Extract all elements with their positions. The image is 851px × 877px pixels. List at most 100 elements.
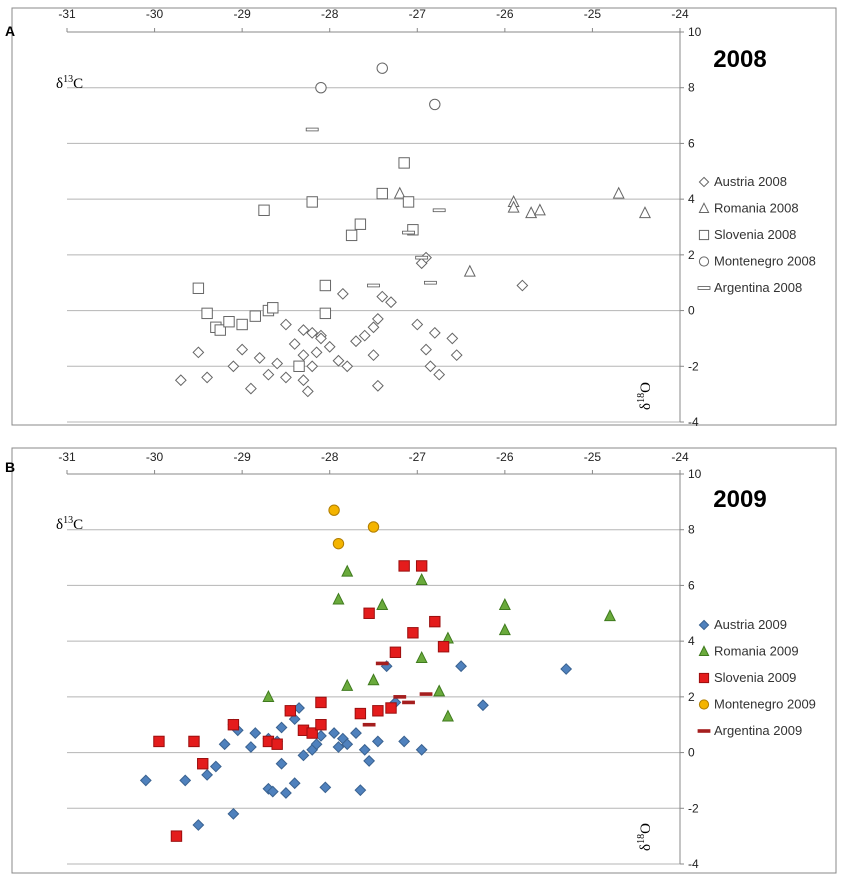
data-point (275, 757, 288, 770)
data-point (415, 572, 428, 585)
data-point (341, 738, 354, 751)
data-point (288, 713, 301, 726)
data-point (253, 352, 266, 364)
data-point (367, 349, 380, 362)
legend-marker (698, 176, 710, 188)
data-point (477, 699, 489, 712)
data-point (280, 371, 292, 384)
series-argentina-2009 (362, 661, 433, 727)
legend-marker (698, 699, 710, 710)
legend-label: Argentina 2009 (714, 723, 802, 738)
data-point (297, 324, 310, 336)
legend-label: Austria 2009 (714, 617, 787, 632)
data-point (297, 749, 310, 762)
legend-label: Slovenia 2009 (714, 670, 796, 685)
data-point (288, 777, 301, 790)
data-point (446, 332, 459, 345)
data-point (192, 819, 205, 831)
data-point (244, 382, 257, 395)
y-tick-label: 6 (688, 578, 695, 592)
data-point (280, 787, 292, 799)
legend-label: Romania 2009 (714, 644, 799, 659)
data-point (301, 385, 314, 398)
data-point (332, 741, 345, 753)
data-point (393, 695, 407, 699)
x-tick-label: -24 (671, 7, 689, 21)
panel-frame (11, 7, 837, 426)
data-point (354, 218, 367, 230)
data-point (297, 349, 310, 362)
data-point (306, 326, 319, 339)
data-point (376, 187, 388, 200)
x-tick-label: -25 (584, 7, 602, 21)
data-point (315, 82, 327, 94)
data-point (455, 660, 467, 673)
data-point (398, 735, 411, 748)
data-point (429, 615, 441, 628)
chart-title: 2008 (713, 46, 766, 73)
data-point (297, 374, 310, 387)
data-point (371, 735, 384, 748)
legend-marker (698, 256, 710, 267)
data-point (201, 371, 214, 384)
data-point (293, 360, 305, 372)
data-point (319, 781, 332, 794)
data-point (402, 196, 415, 208)
chart-panel-B: -31 -30 -29 -28 -27 -26 -25 -24 -4 -2 0 2 4 6 8 10 B 2009… (5, 447, 837, 874)
data-point (315, 696, 327, 709)
data-point (358, 329, 371, 342)
data-point (376, 290, 389, 303)
data-point (354, 784, 367, 797)
data-point (266, 785, 279, 798)
series-montenegro-2008 (315, 62, 441, 111)
x-tick-label: -29 (233, 7, 251, 21)
legend-marker (698, 645, 710, 656)
data-point (249, 727, 262, 739)
data-point (315, 332, 327, 345)
y-tick-label: -2 (688, 359, 699, 373)
y-axis-label: δ13C (56, 74, 83, 92)
data-point (525, 206, 538, 219)
series-austria-2009 (139, 660, 573, 831)
x-tick-label: -29 (233, 450, 251, 464)
y-tick-label: 0 (688, 304, 695, 318)
data-point (362, 722, 376, 727)
data-point (236, 318, 248, 331)
data-point (367, 321, 380, 334)
data-point (385, 296, 397, 309)
data-point (280, 318, 292, 331)
x-axis-label: δ18O (636, 823, 654, 851)
data-point (560, 663, 573, 675)
data-point (275, 721, 288, 734)
data-point (415, 743, 428, 756)
data-point (319, 279, 332, 292)
data-point (450, 349, 463, 362)
data-point (429, 98, 441, 111)
data-point (336, 287, 349, 300)
legend-label: Romania 2008 (714, 201, 799, 216)
data-point (433, 368, 446, 381)
y-tick-label: 10 (688, 25, 702, 39)
panel-label: B (5, 459, 15, 475)
x-tick-label: -30 (146, 450, 164, 464)
y-tick-label: 4 (688, 634, 695, 648)
data-point (227, 719, 240, 731)
data-point (407, 224, 419, 236)
legend-marker (697, 286, 711, 290)
data-point (498, 598, 511, 611)
data-point (372, 705, 384, 717)
data-point (350, 727, 362, 739)
data-point (463, 264, 476, 277)
data-point (516, 279, 529, 292)
legend-marker (698, 202, 710, 213)
data-point (432, 208, 446, 213)
y-tick-label: 8 (688, 81, 695, 95)
data-point (192, 346, 205, 359)
data-point (319, 307, 332, 320)
legend-label: Slovenia 2008 (714, 227, 796, 242)
data-point (310, 346, 323, 359)
data-point (306, 727, 318, 739)
x-tick-label: -28 (321, 450, 339, 464)
y-tick-label: 6 (688, 136, 695, 150)
x-tick-label: -25 (584, 450, 602, 464)
